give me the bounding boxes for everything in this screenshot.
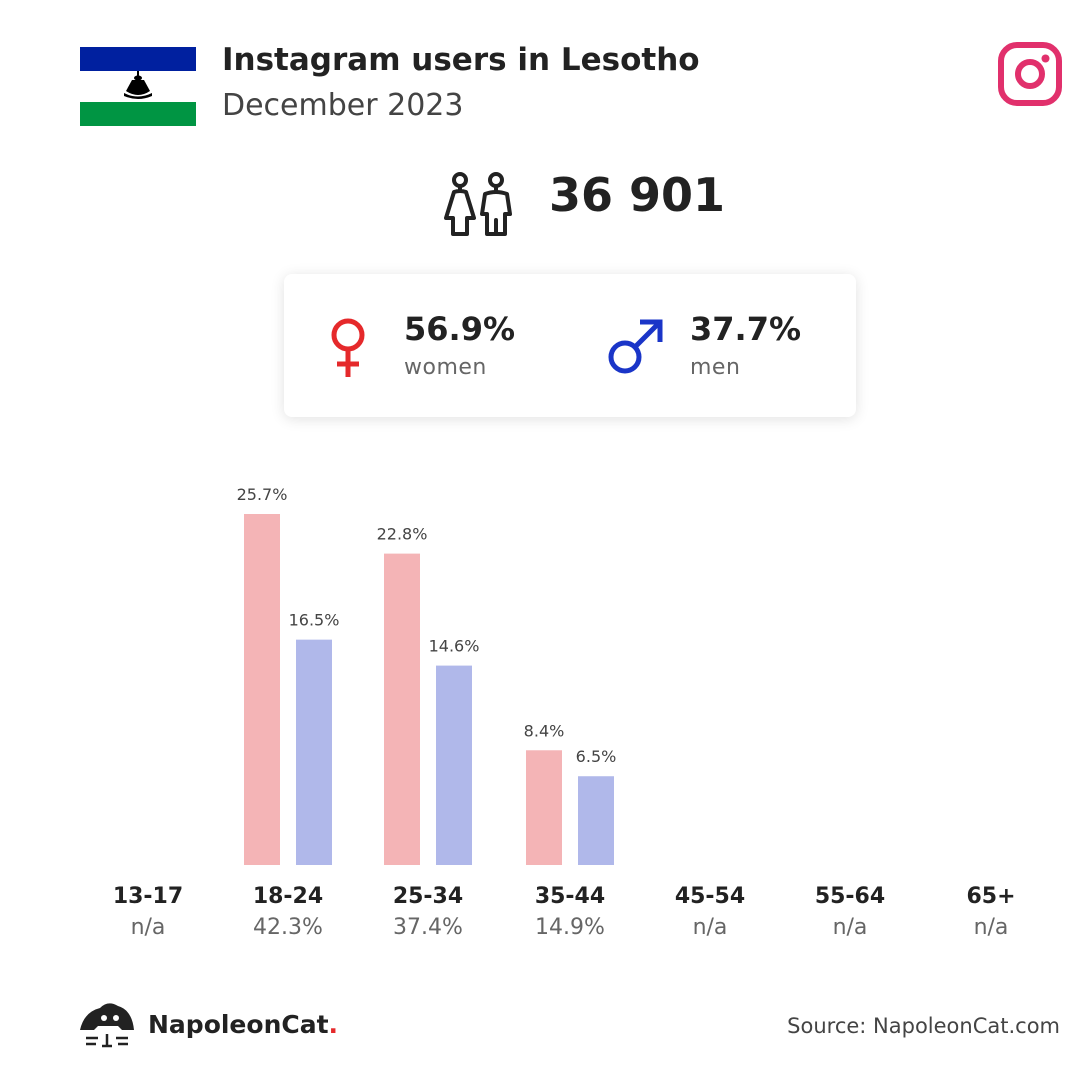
age-group-35-44: 35-44 14.9% — [500, 884, 640, 940]
women-label: women — [404, 355, 487, 380]
age-group-label: 25-34 — [392, 884, 464, 909]
age-group-18-24: 18-24 42.3% — [218, 884, 358, 940]
data-label-25-34-series-2: 14.6% — [429, 637, 480, 656]
total-users-value: 36 901 — [549, 168, 726, 222]
age-group-share: 42.3% — [253, 915, 323, 940]
age-gender-bar-chart: 25.7% 22.8% 8.4% 16.5% 14.6% 6.5% — [237, 485, 617, 865]
bar-25-34-series-2 — [436, 665, 472, 865]
data-label-18-24-series-2: 16.5% — [289, 611, 340, 630]
men-share-value: 37.7% — [690, 310, 802, 348]
age-group-45-54: 45-54 n/a — [640, 884, 780, 940]
age-group-label: 55-64 — [814, 884, 886, 909]
age-group-share: n/a — [832, 915, 868, 940]
napoleoncat-logo-icon — [80, 1003, 134, 1048]
age-group-share: n/a — [973, 915, 1009, 940]
users-icon — [444, 172, 512, 236]
age-group-label: 65+ — [966, 884, 1016, 909]
gender-card: 56.9% women 37.7% men — [284, 274, 856, 417]
age-group-share: n/a — [130, 915, 166, 940]
age-group-65+: 65+ n/a — [921, 884, 1061, 940]
bar-35-44-series-1 — [526, 750, 562, 865]
male-symbol-icon — [608, 319, 663, 374]
bar-18-24-series-1 — [244, 514, 280, 865]
bar-35-44-series-2 — [578, 776, 614, 865]
age-group-25-34: 25-34 37.4% — [358, 884, 498, 940]
age-group-share: 14.9% — [535, 915, 605, 940]
men-label: men — [690, 355, 741, 380]
brand-name: NapoleonCat. — [148, 1010, 339, 1039]
age-group-label: 13-17 — [112, 884, 184, 909]
page-subtitle: December 2023 — [222, 88, 464, 123]
page-title: Instagram users in Lesotho — [222, 42, 700, 78]
data-label-18-24-series-1: 25.7% — [237, 485, 288, 504]
age-group-share: n/a — [692, 915, 728, 940]
age-group-label: 18-24 — [252, 884, 324, 909]
female-symbol-icon — [331, 318, 365, 377]
age-group-label: 35-44 — [534, 884, 606, 909]
source-text: Source: NapoleonCat.com — [787, 1014, 1060, 1038]
instagram-icon — [998, 42, 1062, 106]
age-group-55-64: 55-64 n/a — [780, 884, 920, 940]
data-label-25-34-series-1: 22.8% — [377, 525, 428, 544]
age-group-share: 37.4% — [393, 915, 463, 940]
age-group-13-17: 13-17 n/a — [78, 884, 218, 940]
bar-25-34-series-1 — [384, 553, 420, 865]
women-share-value: 56.9% — [404, 310, 516, 348]
data-label-35-44-series-2: 6.5% — [576, 747, 617, 766]
napoleoncat-brand: NapoleonCat. — [78, 1000, 338, 1052]
lesotho-flag-icon — [80, 47, 196, 126]
data-label-35-44-series-1: 8.4% — [524, 721, 565, 740]
age-group-label: 45-54 — [674, 884, 746, 909]
bar-18-24-series-2 — [296, 639, 332, 865]
